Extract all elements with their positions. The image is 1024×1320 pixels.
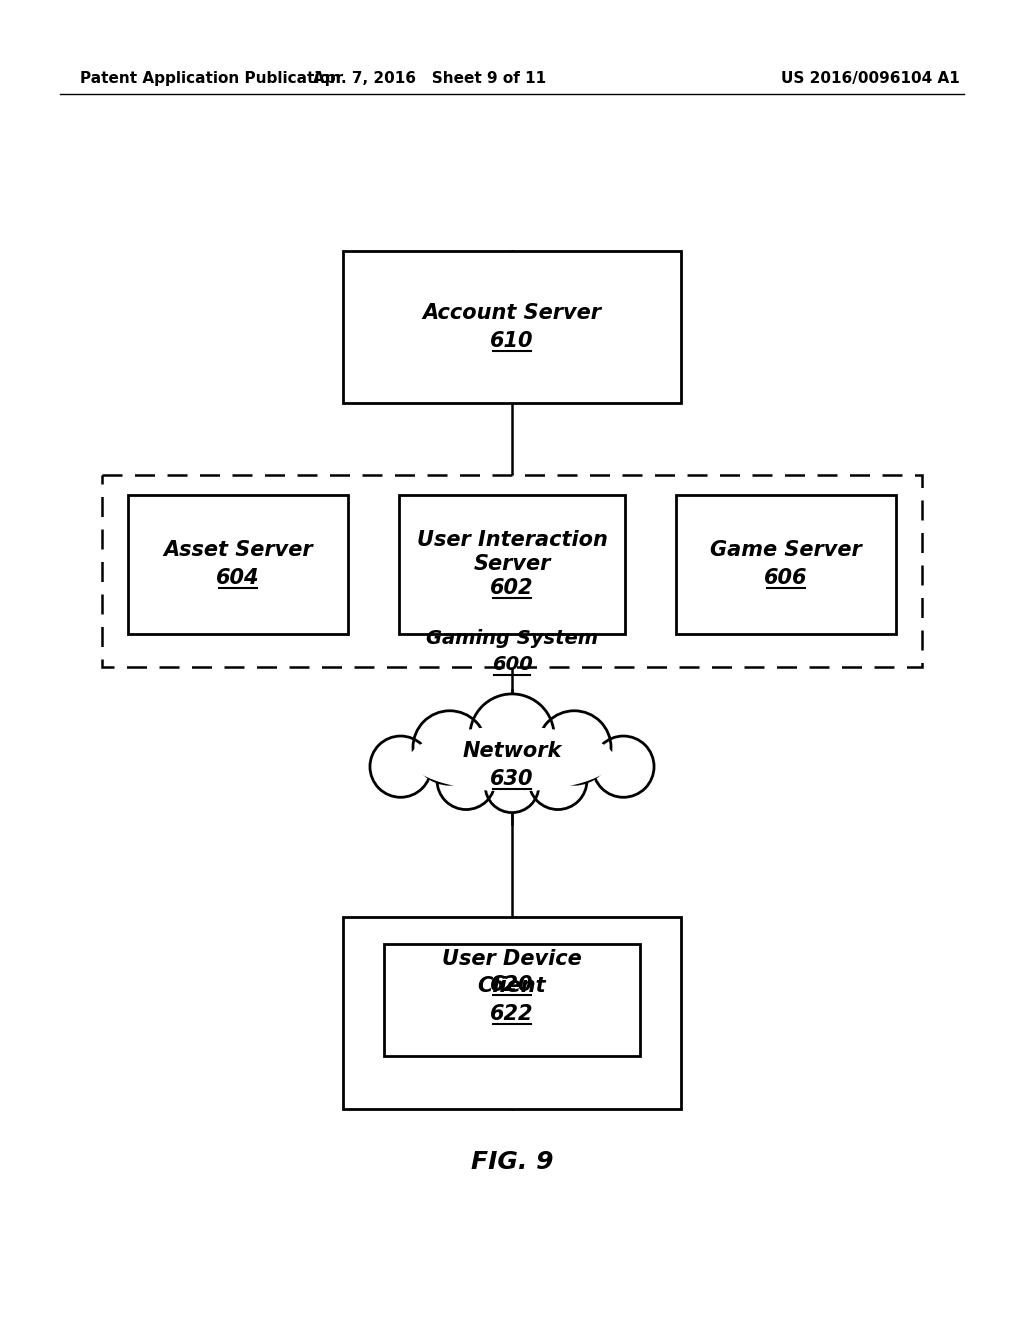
Bar bbox=[384, 944, 640, 1056]
Circle shape bbox=[538, 710, 611, 784]
Text: Patent Application Publication: Patent Application Publication bbox=[80, 70, 341, 86]
Circle shape bbox=[528, 751, 587, 809]
Circle shape bbox=[437, 751, 496, 809]
Text: Gaming System: Gaming System bbox=[426, 630, 598, 648]
Text: 610: 610 bbox=[490, 331, 534, 351]
Text: Server: Server bbox=[473, 554, 551, 574]
Circle shape bbox=[485, 759, 539, 813]
Text: 620: 620 bbox=[490, 975, 534, 995]
Text: 606: 606 bbox=[764, 569, 808, 589]
Bar bbox=[128, 495, 348, 634]
Bar bbox=[676, 495, 896, 634]
Circle shape bbox=[470, 694, 554, 777]
Text: Network: Network bbox=[462, 741, 562, 762]
Ellipse shape bbox=[410, 726, 614, 792]
Text: 600: 600 bbox=[492, 655, 532, 675]
Bar bbox=[343, 917, 681, 1109]
Bar bbox=[399, 495, 625, 634]
Bar bbox=[102, 475, 922, 667]
Text: Account Server: Account Server bbox=[423, 302, 601, 322]
Text: Asset Server: Asset Server bbox=[163, 540, 313, 560]
Text: User Device: User Device bbox=[442, 949, 582, 969]
Text: 630: 630 bbox=[490, 770, 534, 789]
Text: US 2016/0096104 A1: US 2016/0096104 A1 bbox=[780, 70, 959, 86]
Text: Game Server: Game Server bbox=[710, 540, 862, 560]
Text: 622: 622 bbox=[490, 1005, 534, 1024]
Bar bbox=[343, 251, 681, 403]
Text: FIG. 9: FIG. 9 bbox=[471, 1150, 553, 1173]
Text: 604: 604 bbox=[216, 569, 260, 589]
Text: Client: Client bbox=[477, 975, 547, 995]
Circle shape bbox=[593, 737, 654, 797]
Text: 602: 602 bbox=[490, 578, 534, 598]
Circle shape bbox=[413, 710, 486, 784]
Text: User Interaction: User Interaction bbox=[417, 531, 607, 550]
Circle shape bbox=[370, 737, 431, 797]
Text: Apr. 7, 2016   Sheet 9 of 11: Apr. 7, 2016 Sheet 9 of 11 bbox=[313, 70, 547, 86]
